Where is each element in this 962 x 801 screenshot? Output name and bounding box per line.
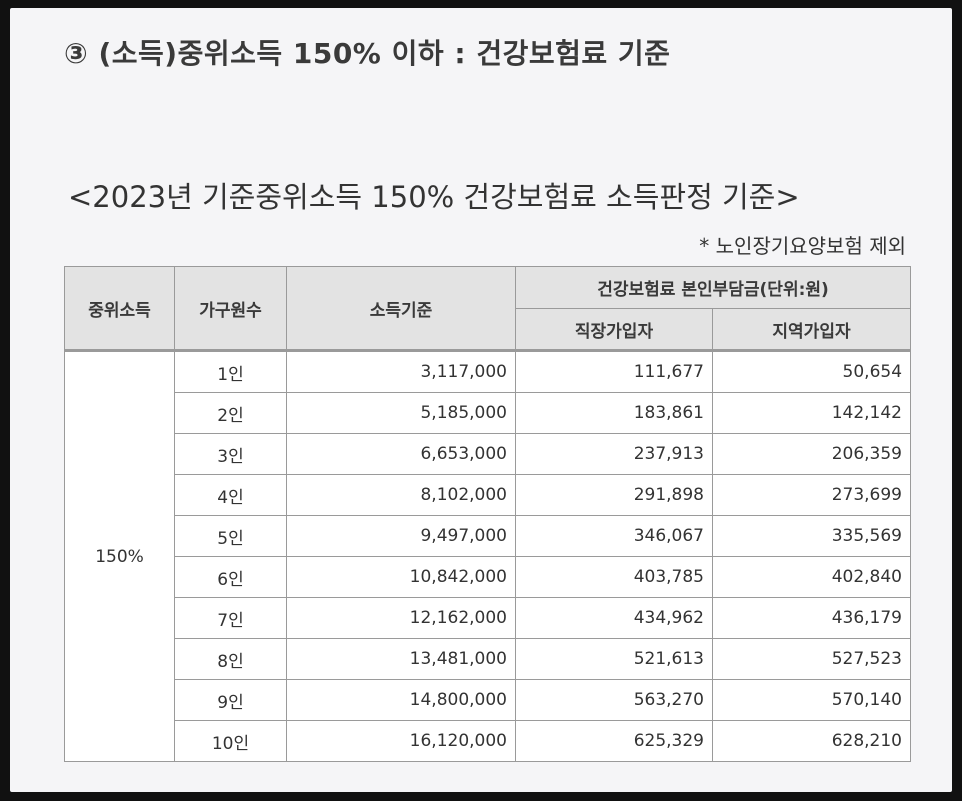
income-criteria-table: 중위소득 가구원수 소득기준 건강보험료 본인부담금(단위:원) 직장가입자 지… bbox=[64, 266, 912, 762]
income-cell: 13,481,000 bbox=[286, 638, 516, 680]
income-cell: 5,185,000 bbox=[286, 392, 516, 434]
employee-premium-cell: 111,677 bbox=[515, 350, 713, 393]
household-cell: 8인 bbox=[174, 638, 287, 680]
household-cell: 10인 bbox=[174, 720, 287, 762]
household-cell: 2인 bbox=[174, 392, 287, 434]
income-cell: 9,497,000 bbox=[286, 515, 516, 557]
income-cell: 10,842,000 bbox=[286, 556, 516, 598]
table-row: 8인 13,481,000 521,613 527,523 bbox=[65, 638, 912, 680]
employee-premium-cell: 183,861 bbox=[515, 392, 713, 434]
regional-premium-cell: 527,523 bbox=[711, 638, 912, 680]
table-row: 3인 6,653,000 237,913 206,359 bbox=[65, 433, 912, 475]
regional-premium-cell: 335,569 bbox=[711, 515, 912, 557]
regional-premium-cell: 436,179 bbox=[711, 597, 912, 639]
median-ratio-cell: 150% bbox=[64, 350, 175, 762]
table-row: 150% 1인 3,117,000 111,677 50,654 bbox=[64, 350, 912, 762]
table-row: 7인 12,162,000 434,962 436,179 bbox=[65, 597, 912, 639]
employee-premium-cell: 291,898 bbox=[515, 474, 713, 516]
household-cell: 4인 bbox=[174, 474, 287, 516]
household-cell: 7인 bbox=[174, 597, 287, 639]
employee-premium-cell: 403,785 bbox=[515, 556, 713, 598]
table-row: 6인 10,842,000 403,785 402,840 bbox=[65, 556, 912, 598]
regional-premium-cell: 628,210 bbox=[711, 720, 912, 762]
table-row: 2인 5,185,000 183,861 142,142 bbox=[65, 392, 912, 434]
household-cell: 5인 bbox=[174, 515, 287, 557]
employee-premium-cell: 521,613 bbox=[515, 638, 713, 680]
income-cell: 14,800,000 bbox=[286, 679, 516, 721]
header-employee-subscriber: 직장가입자 bbox=[515, 308, 713, 351]
regional-premium-cell: 570,140 bbox=[711, 679, 912, 721]
table-row: 10인 16,120,000 625,329 628,210 bbox=[65, 720, 912, 762]
income-cell: 3,117,000 bbox=[286, 350, 516, 393]
table-row: 5인 9,497,000 346,067 335,569 bbox=[65, 515, 912, 557]
table-title: <2023년 기준중위소득 150% 건강보험료 소득판정 기준> bbox=[68, 180, 800, 214]
regional-premium-cell: 402,840 bbox=[711, 556, 912, 598]
household-cell: 6인 bbox=[174, 556, 287, 598]
employee-premium-cell: 563,270 bbox=[515, 679, 713, 721]
employee-premium-cell: 625,329 bbox=[515, 720, 713, 762]
regional-premium-cell: 206,359 bbox=[711, 433, 912, 475]
header-premium-group: 건강보험료 본인부담금(단위:원) bbox=[514, 266, 912, 309]
income-cell: 6,653,000 bbox=[286, 433, 516, 475]
income-cell: 8,102,000 bbox=[286, 474, 516, 516]
employee-premium-cell: 237,913 bbox=[515, 433, 713, 475]
header-regional-subscriber: 지역가입자 bbox=[711, 308, 912, 351]
income-cell: 12,162,000 bbox=[286, 597, 516, 639]
header-median-income: 중위소득 bbox=[64, 266, 175, 351]
employee-premium-cell: 434,962 bbox=[515, 597, 713, 639]
income-cell: 16,120,000 bbox=[286, 720, 516, 762]
header-income-standard: 소득기준 bbox=[286, 266, 516, 351]
regional-premium-cell: 142,142 bbox=[711, 392, 912, 434]
section-heading: ③ (소득)중위소득 150% 이하 : 건강보험료 기준 bbox=[64, 37, 671, 70]
table-row: 4인 8,102,000 291,898 273,699 bbox=[65, 474, 912, 516]
household-cell: 9인 bbox=[174, 679, 287, 721]
household-cell: 1인 bbox=[174, 350, 287, 393]
table-body: 150% 1인 3,117,000 111,677 50,654 2인 5,185,000 1… bbox=[64, 350, 912, 762]
table-note: * 노인장기요양보험 제외 bbox=[699, 234, 906, 258]
employee-premium-cell: 346,067 bbox=[515, 515, 713, 557]
household-cell: 3인 bbox=[174, 433, 287, 475]
header-household-size: 가구원수 bbox=[174, 266, 287, 351]
content-card: ③ (소득)중위소득 150% 이하 : 건강보험료 기준 <2023년 기준중… bbox=[10, 8, 952, 792]
table-row: 9인 14,800,000 563,270 570,140 bbox=[65, 679, 912, 721]
regional-premium-cell: 273,699 bbox=[711, 474, 912, 516]
regional-premium-cell: 50,654 bbox=[711, 350, 912, 393]
